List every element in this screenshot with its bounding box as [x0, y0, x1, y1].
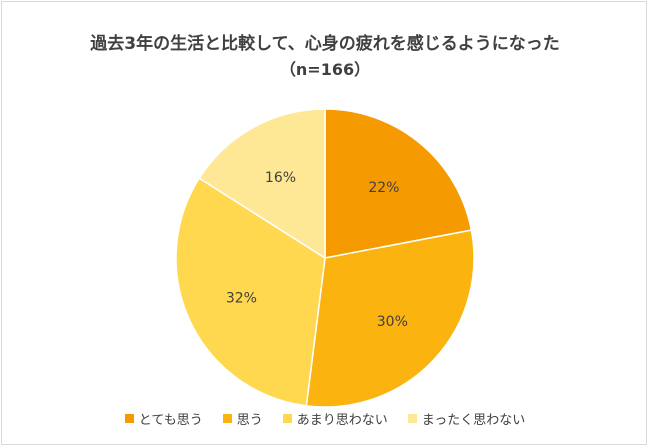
legend-label: あまり思わない	[296, 413, 388, 428]
pie-slice-1	[324, 108, 473, 259]
legend-item-4: まったく思わない	[407, 409, 526, 428]
legend-swatch	[222, 414, 232, 423]
legend-label: とても思う	[138, 413, 203, 428]
legend-item-3: あまり思わない	[282, 409, 388, 428]
chart-subtitle: （n=166）	[279, 60, 371, 79]
slice-data-label-1: 22%	[368, 180, 399, 196]
legend-swatch	[124, 414, 134, 423]
chart-title: 過去3年の生活と比較して、心身の疲れを感じるようになった	[90, 34, 560, 54]
legend-item-1: とても思う	[124, 409, 203, 428]
pie-slice-4	[198, 108, 326, 260]
chart-legend: とても思う 思う あまり思わない まったく思わない	[0, 409, 650, 428]
slice-data-label-2: 30%	[377, 314, 408, 330]
legend-item-2: 思う	[222, 409, 263, 428]
slice-data-label-4: 16%	[265, 170, 296, 186]
legend-label: まったく思わない	[421, 413, 526, 428]
legend-label: 思う	[236, 413, 263, 428]
pie-slice-2	[305, 229, 475, 408]
legend-swatch	[407, 414, 417, 423]
slice-data-label-3: 32%	[226, 290, 257, 306]
legend-swatch	[282, 414, 292, 423]
